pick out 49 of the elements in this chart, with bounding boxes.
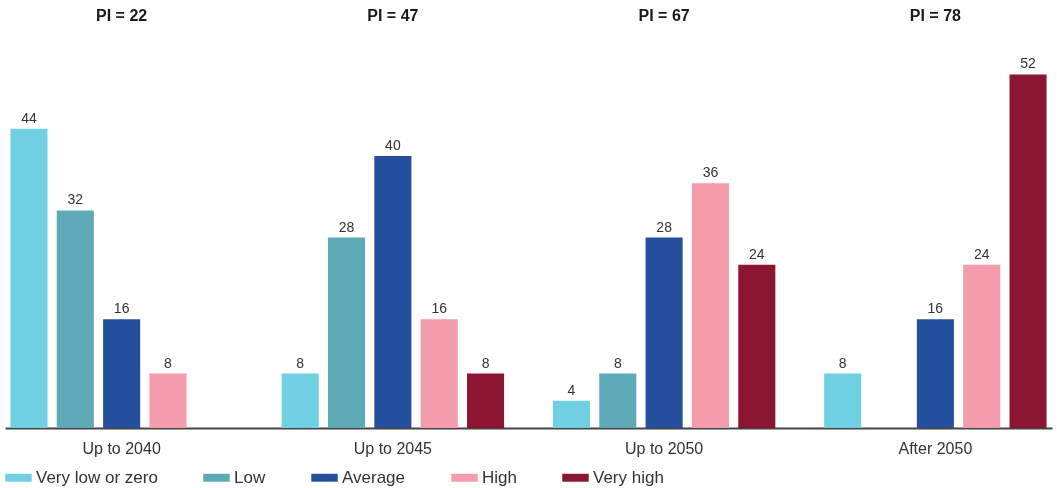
text: PI = 67: [638, 7, 690, 24]
bar: [1009, 74, 1047, 428]
text: PI = 47: [367, 7, 419, 24]
data-label: 52: [1020, 55, 1037, 72]
bar: [738, 264, 776, 428]
bar: [963, 264, 1001, 428]
data-label: 24: [749, 245, 765, 262]
legend-label: Average: [342, 467, 406, 487]
data-label: 8: [164, 354, 173, 371]
bar: [467, 373, 505, 428]
x-tick-label: Up to 2050: [624, 439, 704, 457]
legend-label: Low: [234, 467, 266, 487]
data-label: 24: [973, 245, 990, 262]
data-label: 8: [613, 354, 622, 371]
x-tick-label: Up to 2045: [353, 439, 433, 457]
legend-label: Very low or zero: [36, 467, 158, 487]
data-label: 16: [431, 300, 448, 317]
text: PI = 22: [96, 7, 148, 24]
bar: [599, 373, 637, 428]
bar: [420, 319, 458, 428]
bar: [103, 319, 141, 428]
bar: [691, 183, 729, 428]
bar: [149, 373, 187, 428]
x-tick-label: After 2050: [898, 439, 973, 457]
data-label: 32: [67, 191, 84, 208]
data-label: 16: [927, 300, 944, 317]
data-label: 28: [656, 218, 673, 235]
bar: [916, 319, 954, 428]
bar: [645, 237, 683, 428]
legend-label: Very high: [593, 467, 664, 487]
bar: [56, 210, 94, 428]
data-label: 36: [702, 164, 719, 181]
data-label: 8: [838, 354, 847, 371]
bar: [328, 237, 366, 428]
bar: [374, 156, 412, 428]
x-tick-label: Up to 2040: [82, 439, 161, 457]
data-label: 8: [481, 354, 490, 371]
legend-label: High: [482, 467, 517, 487]
data-label: 16: [113, 300, 130, 317]
bar: [10, 128, 48, 428]
bar: [824, 373, 862, 428]
data-label: 28: [338, 218, 355, 235]
data-label: 44: [21, 109, 37, 126]
text: PI = 78: [909, 7, 962, 24]
bar: [281, 373, 319, 428]
data-label: 8: [296, 354, 305, 371]
data-label: 4: [567, 381, 576, 398]
bar: [552, 400, 590, 428]
data-label: 40: [385, 137, 401, 153]
